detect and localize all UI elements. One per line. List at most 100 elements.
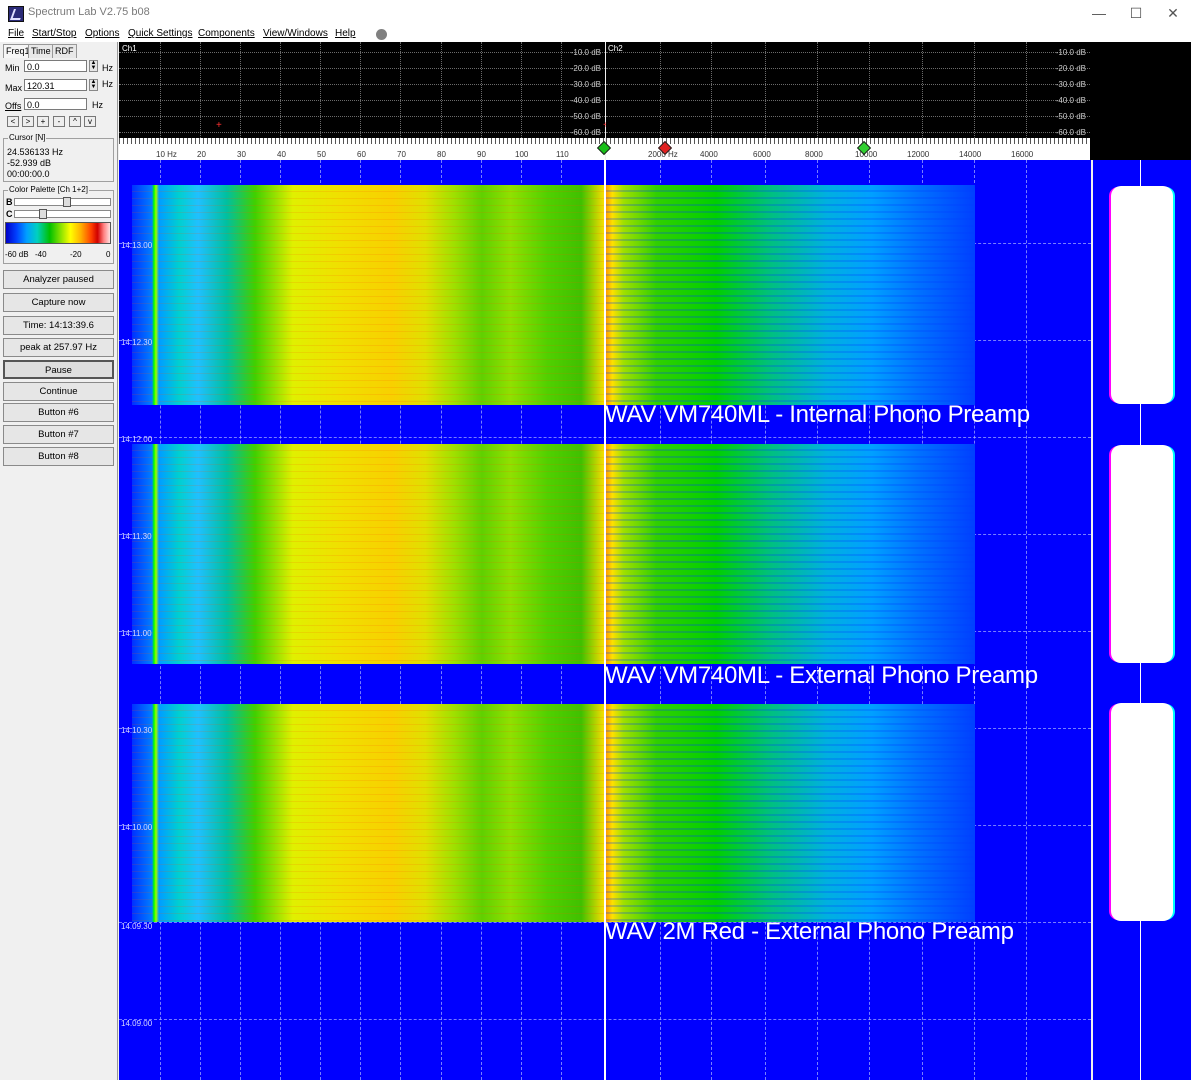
max-freq-spinner[interactable]: ▲ ▼ [89, 79, 98, 91]
ch1-grid-line [119, 84, 605, 85]
brightness-slider-thumb[interactable] [63, 197, 71, 207]
scroll-left-button[interactable]: < [7, 116, 19, 127]
brightness-label: B [6, 197, 13, 207]
ch2-db-label: -40.0 dB [1055, 96, 1086, 105]
time-label: 14.10.00 [121, 823, 153, 832]
palette-group-title: Color Palette [Ch 1+2] [8, 185, 89, 194]
brightness-slider[interactable] [14, 197, 111, 207]
window-title: Spectrum Lab V2.75 b08 [28, 6, 150, 18]
title-bar: Spectrum Lab V2.75 b08 — ☐ ✕ [0, 0, 1191, 26]
contrast-label: C [6, 209, 13, 219]
ch1-freq-label: 90 [477, 150, 486, 159]
ch2-frequency-scale[interactable]: 2000 Hz 4000 6000 8000 10000 12000 14000… [606, 138, 1090, 160]
ch1-freq-label: 100 [515, 150, 529, 159]
min-freq-input[interactable]: 0.0 [24, 60, 87, 72]
menu-file[interactable]: File [8, 28, 25, 39]
max-label: Max [5, 83, 23, 93]
tab-time[interactable]: Time [28, 44, 54, 58]
color-palette-bar[interactable] [5, 222, 111, 244]
close-button[interactable]: ✕ [1167, 5, 1179, 21]
max-freq-input[interactable]: 120.31 [24, 79, 87, 91]
ch1-grid-line [119, 132, 605, 133]
spectrogram-band-3-ch1 [132, 704, 605, 922]
waveform-segment-3 [1111, 703, 1173, 921]
menu-start-stop[interactable]: Start/Stop [32, 28, 77, 39]
ch2-grid-line [606, 116, 1090, 117]
ch2-grid-line [606, 84, 1090, 85]
time-label: 14.11.00 [121, 629, 152, 638]
cursor-time: 00:00:00.0 [7, 169, 50, 179]
tab-rdf[interactable]: RDF [52, 44, 77, 58]
ch2-grid-line [869, 42, 870, 138]
ch2-grid-line [606, 132, 1090, 133]
ch2-grid-line [606, 68, 1090, 69]
zoom-out-button[interactable]: - [53, 116, 65, 127]
ch2-freq-label: 10000 [855, 150, 878, 159]
button-7[interactable]: Button #7 [3, 425, 114, 444]
menu-components[interactable]: Components [198, 28, 255, 39]
ch1-freq-label: 70 [397, 150, 406, 159]
menu-help[interactable]: Help [335, 28, 356, 39]
ch2-freq-label: 4000 [700, 150, 718, 159]
menu-options[interactable]: Options [85, 28, 120, 39]
waterfall-display[interactable]: 14.13.00 14.12.30 14.12.00 14.11.30 14.1… [119, 160, 1091, 1080]
ch2-spectrum-display[interactable]: Ch2 -10.0 dB -20.0 dB -30.0 dB -40.0 dB … [606, 42, 1090, 138]
ch1-grid-line [521, 42, 522, 138]
menu-bar: File Start/Stop Options Quick Settings C… [0, 26, 1191, 42]
ch1-grid-line [360, 42, 361, 138]
ch1-freq-label: 80 [437, 150, 446, 159]
waveform-segment-1 [1111, 186, 1173, 404]
ch1-peak-marker-icon: + [603, 120, 609, 131]
spectrogram-band-3-ch2 [605, 704, 975, 922]
spectrogram-band-1-ch1 [132, 185, 605, 405]
zoom-in-button[interactable]: + [37, 116, 49, 127]
palette-label-min: -60 dB [5, 250, 29, 259]
maximize-button[interactable]: ☐ [1129, 5, 1143, 21]
peak-display-button[interactable]: peak at 257.97 Hz [3, 338, 114, 357]
button-6[interactable]: Button #6 [3, 403, 114, 422]
contrast-slider[interactable] [14, 209, 111, 219]
waveform-panel[interactable] [1093, 160, 1191, 1080]
color-palette-group: Color Palette [Ch 1+2] [3, 185, 114, 264]
ch1-scale-ticks [119, 138, 605, 144]
ch2-grid-line [765, 42, 766, 138]
ch1-db-label: -50.0 dB [570, 112, 601, 121]
capture-now-button[interactable]: Capture now [3, 293, 114, 312]
ch1-frequency-scale[interactable]: 10 Hz 20 30 40 50 60 70 80 90 100 110 [119, 138, 605, 160]
ch1-grid-line [119, 52, 605, 53]
contrast-slider-thumb[interactable] [39, 209, 47, 219]
ch2-db-label: -30.0 dB [1055, 80, 1086, 89]
ch1-spectrum-display[interactable]: Ch1 -10.0 dB -20.0 dB -30.0 dB -40.0 dB … [119, 42, 609, 138]
ch2-freq-label: 8000 [805, 150, 823, 159]
ch1-grid-line [561, 42, 562, 138]
ch2-label: Ch2 [608, 44, 623, 53]
ch2-db-label: -20.0 dB [1055, 64, 1086, 73]
min-label: Min [5, 63, 20, 73]
scroll-down-button[interactable]: v [84, 116, 96, 127]
time-display-button[interactable]: Time: 14:13:39.6 [3, 316, 114, 335]
caption-2m-red: WAV 2M Red - External Phono Preamp [605, 918, 1014, 945]
offset-input[interactable]: 0.0 [24, 98, 87, 110]
ch1-freq-label: 40 [277, 150, 286, 159]
menu-view-windows[interactable]: View/Windows [263, 28, 328, 39]
min-freq-spinner[interactable]: ▲ ▼ [89, 60, 98, 72]
ch1-grid-line [280, 42, 281, 138]
ch2-freq-label: 12000 [907, 150, 930, 159]
time-label: 14.11.30 [121, 532, 152, 541]
ch1-grid-line [119, 100, 605, 101]
scroll-up-button[interactable]: ^ [69, 116, 81, 127]
time-label: 14.12.00 [121, 435, 153, 444]
ch1-db-label: -30.0 dB [570, 80, 601, 89]
continue-button[interactable]: Continue [3, 382, 114, 401]
button-8[interactable]: Button #8 [3, 447, 114, 466]
minimize-button[interactable]: — [1092, 5, 1106, 21]
frequency-cursor-line[interactable] [604, 160, 606, 1080]
spectrogram-band-1-ch2 [605, 185, 975, 405]
time-label: 14.09.30 [121, 922, 153, 931]
caption-external-preamp: WAV VM740ML - External Phono Preamp [605, 662, 1038, 689]
ch1-freq-label: 20 [197, 150, 206, 159]
scroll-right-button[interactable]: > [22, 116, 34, 127]
pause-button[interactable]: Pause [3, 360, 114, 379]
analyzer-paused-button[interactable]: Analyzer paused [3, 270, 114, 289]
menu-quick-settings[interactable]: Quick Settings [128, 28, 193, 39]
